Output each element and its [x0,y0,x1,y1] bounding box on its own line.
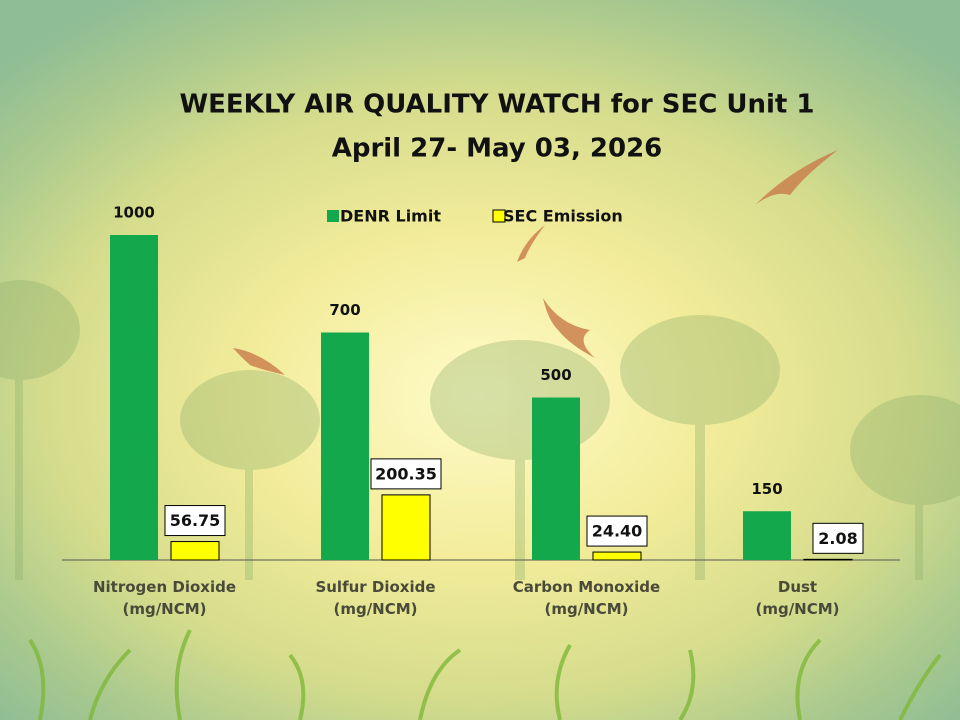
birds [233,150,838,375]
x-tick-label: Nitrogen Dioxide (mg/NCM) [92,578,236,618]
value-label-box [586,515,648,547]
chart-title: WEEKLY AIR QUALITY WATCH for SEC Unit 1 [179,90,814,120]
legend-label: SEC Emission [503,207,623,226]
value-label: 500 [540,366,571,384]
value-label-box [164,505,226,537]
x-tick-label: Dust (mg/NCM) [755,578,840,618]
value-label-box [812,522,864,554]
bar [110,235,158,560]
bar [381,494,431,561]
value-label: 700 [329,301,360,319]
x-tick-label: Sulfur Dioxide (mg/NCM) [315,578,436,618]
x-tick-label: Carbon Monoxide (mg/NCM) [512,578,661,618]
value-label: 24.40 [592,522,643,541]
value-label: 1000 [113,204,155,222]
bar [170,541,220,561]
bar [321,332,369,560]
legend-swatch [492,209,506,223]
value-label: 150 [751,480,782,498]
value-label: 200.35 [375,464,437,483]
bar [532,397,580,560]
value-label-box [370,458,442,490]
grass [28,629,942,720]
legend-label: DENR Limit [340,207,441,226]
chart-subtitle: April 27- May 03, 2026 [332,134,663,164]
legend-swatch [327,210,339,222]
value-label: 2.08 [818,529,857,548]
value-label: 56.75 [170,511,221,530]
bar [803,558,853,561]
bar [592,551,642,561]
bar [743,511,791,560]
